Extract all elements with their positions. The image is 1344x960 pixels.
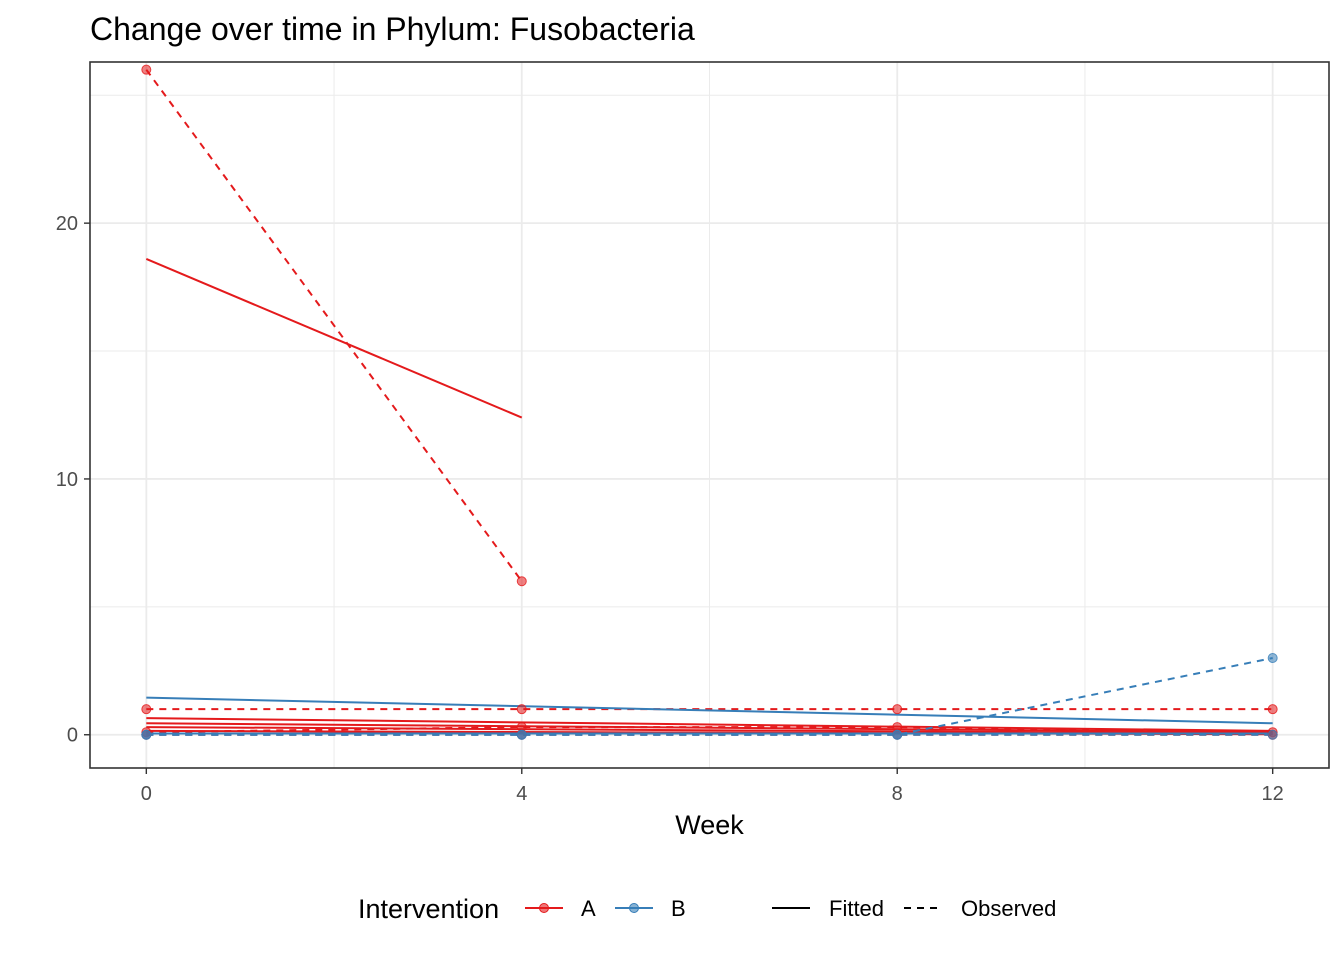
legend-title: Intervention	[358, 894, 499, 924]
chart-title: Change over time in Phylum: Fusobacteria	[90, 11, 695, 47]
series-line-a-observed	[145, 69, 523, 582]
series-line-a-fitted	[146, 717, 1273, 732]
y-tick-label: 10	[56, 469, 78, 491]
x-tick-label: 8	[892, 783, 903, 805]
legend-key-a-point	[539, 903, 549, 913]
data-point-a	[1267, 704, 1278, 715]
x-axis-title: Week	[675, 810, 744, 840]
point-layer	[141, 64, 1278, 740]
legend-label-a: A	[581, 896, 596, 921]
series-line-a-fitted	[146, 726, 1273, 735]
data-point-b	[516, 729, 527, 740]
y-tick-label: 0	[67, 725, 78, 747]
x-tick-label: 0	[141, 783, 152, 805]
panel-border	[89, 61, 1330, 769]
legend-label-fitted: Fitted	[829, 896, 884, 921]
data-point-a	[892, 704, 903, 715]
data-point-b	[141, 729, 152, 740]
y-tick-label: 20	[56, 213, 78, 235]
tick-layer: 0 4 8 12 0 10 20	[56, 213, 1284, 805]
legend-label-observed: Observed	[961, 896, 1056, 921]
legend-key-b-point	[629, 903, 639, 913]
data-point-a	[516, 576, 527, 587]
data-point-b	[892, 729, 903, 740]
x-tick-label: 4	[516, 783, 527, 805]
series-line-a-fitted	[146, 722, 1273, 734]
x-tick-label: 12	[1262, 783, 1284, 805]
data-point-a	[516, 704, 527, 715]
data-point-a	[141, 704, 152, 715]
legend-label-b: B	[671, 896, 686, 921]
data-point-b	[1267, 653, 1278, 664]
series-layer	[145, 69, 1273, 736]
series-line-a-fitted	[145, 258, 523, 419]
data-point-b	[1267, 729, 1278, 740]
data-point-a	[141, 64, 152, 75]
series-line-b-fitted	[146, 696, 1273, 725]
legend: Intervention A B Fitted Observed	[358, 894, 1056, 924]
